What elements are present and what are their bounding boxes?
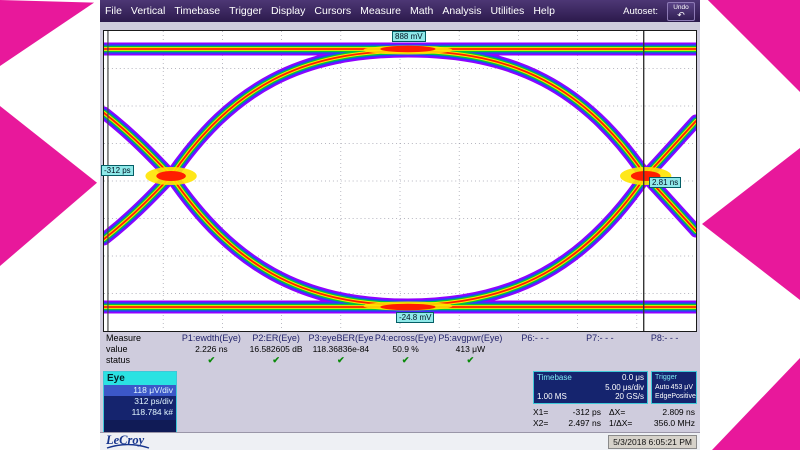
- measure-status-p5: ✔: [466, 355, 475, 365]
- menu-timebase[interactable]: Timebase: [174, 5, 221, 17]
- trigger-title: Trigger: [655, 374, 677, 381]
- trigger-descriptor[interactable]: Trigger Auto 453 μV Edge Positive: [651, 371, 697, 404]
- logo-swoosh-icon: [106, 443, 150, 449]
- menu-utilities[interactable]: Utilities: [490, 5, 525, 17]
- measure-header-p8[interactable]: P8:- - -: [650, 333, 679, 343]
- x1-label: X1=: [533, 407, 549, 417]
- trigger-type: Edge: [655, 393, 672, 400]
- cursor-readout: X1= -312 ps ΔX= 2.809 ns X2= 2.497 ns 1/…: [533, 407, 699, 429]
- menu-file[interactable]: File: [105, 5, 122, 17]
- grid-lines: [104, 31, 696, 331]
- measure-status-p4: ✔: [401, 355, 410, 365]
- x2-label: X2=: [533, 418, 549, 428]
- menu-bar: File Vertical Timebase Trigger Display C…: [100, 0, 700, 22]
- channel-vdiv: 118 μV/div: [104, 385, 176, 396]
- channel-name: Eye: [104, 372, 176, 385]
- timebase-scale: 5.00 μs/div: [605, 382, 644, 392]
- measure-value-p7: [568, 344, 633, 355]
- measure-status-p6: [503, 355, 568, 366]
- measure-status-p7: [568, 355, 633, 366]
- menu-cursors[interactable]: Cursors: [314, 5, 352, 17]
- trigger-level: 453 μV: [670, 383, 693, 391]
- cursor-badge-bottom[interactable]: -24.8 mV: [396, 312, 435, 323]
- measure-value-p8: [632, 344, 697, 355]
- measure-header-p7[interactable]: P7:- - -: [586, 333, 614, 343]
- dx-label: ΔX=: [609, 407, 626, 417]
- measure-header-p3[interactable]: P3:eyeBER(Eye): [308, 333, 374, 343]
- measure-header-p6[interactable]: P6:- - -: [521, 333, 549, 343]
- measure-status-p1: ✔: [207, 355, 216, 365]
- brand-text: LeCroy: [106, 432, 145, 447]
- invdx-label: 1/ΔX=: [609, 418, 633, 428]
- crossing-hotspots: [145, 45, 672, 311]
- menu-display[interactable]: Display: [270, 5, 306, 17]
- x1-value: -312 ps: [572, 407, 601, 417]
- graticule: [103, 30, 697, 332]
- measure-value-p6: [503, 344, 568, 355]
- invdx-value: 356.0 MHz: [653, 418, 695, 428]
- timebase-offset: 0.0 μs: [622, 373, 644, 382]
- measure-value-p3: 118.36836e-84: [312, 344, 370, 354]
- eye-diagram: [104, 31, 696, 331]
- measure-table: Measure P1:ewdth(Eye) P2:ER(Eye) P3:eyeB…: [103, 333, 697, 366]
- menu-math[interactable]: Math: [410, 5, 434, 17]
- measure-header-p4[interactable]: P4:ecross(Eye): [374, 333, 437, 343]
- datetime-display: 5/3/2018 6:05:21 PM: [608, 434, 697, 449]
- oscilloscope-window: File Vertical Timebase Trigger Display C…: [100, 0, 700, 450]
- menu-help[interactable]: Help: [533, 5, 555, 17]
- undo-icon: ↶: [677, 9, 685, 20]
- measure-value-p4: 50.9 %: [392, 344, 419, 354]
- autoset-label: Autoset:: [623, 5, 658, 17]
- menu-measure[interactable]: Measure: [360, 5, 402, 17]
- measure-value-p5: 413 μW: [455, 344, 486, 354]
- channel-tdiv: 312 ps/div: [134, 396, 173, 406]
- measure-value-p2: 16.582605 dB: [249, 344, 303, 354]
- dx-value: 2.809 ns: [662, 407, 695, 417]
- timebase-descriptor[interactable]: Timebase 0.0 μs 5.00 μs/div 1.00 MS 20 G…: [533, 371, 648, 404]
- lecroy-logo: LeCroy: [106, 432, 150, 449]
- background-decoration: [712, 358, 800, 450]
- measure-row-label: Measure: [106, 333, 142, 343]
- background-decoration: [0, 106, 97, 266]
- measure-header-p1[interactable]: P1:ewdth(Eye): [181, 333, 241, 343]
- status-bar: LeCroy 5/3/2018 6:05:21 PM: [100, 432, 700, 450]
- background-decoration: [702, 148, 800, 300]
- value-row-label: value: [106, 344, 128, 354]
- undo-label: Undo: [673, 3, 689, 11]
- measure-status-p2: ✔: [272, 355, 280, 365]
- measure-header-p5[interactable]: P5:avgpwr(Eye): [438, 333, 503, 343]
- x2-value: 2.497 ns: [568, 418, 601, 428]
- background-decoration: [0, 0, 95, 66]
- trigger-slope: Positive: [671, 393, 696, 400]
- channel-sweeps: 118.784 k#: [131, 407, 173, 417]
- background-decoration: [707, 0, 800, 92]
- measure-status-p8: [632, 355, 697, 366]
- timebase-samples: 1.00 MS: [537, 392, 567, 401]
- channel-descriptor-eye[interactable]: Eye 118 μV/div 312 ps/div 118.784 k#: [103, 371, 177, 437]
- cursor-badge-right[interactable]: 2.81 ns: [649, 177, 682, 188]
- undo-button[interactable]: Undo ↶: [667, 1, 695, 21]
- timebase-rate: 20 GS/s: [615, 392, 644, 401]
- menu-trigger[interactable]: Trigger: [229, 5, 262, 17]
- measure-status-p3: ✔: [337, 355, 345, 365]
- cursor-badge-top[interactable]: 888 mV: [392, 31, 426, 42]
- cursor-badge-left[interactable]: -312 ps: [101, 165, 134, 176]
- trigger-mode: Auto: [655, 383, 670, 391]
- measure-value-p1: 2.226 ns: [195, 344, 228, 354]
- menu-analysis[interactable]: Analysis: [442, 5, 482, 17]
- status-row-label: status: [106, 355, 131, 365]
- measure-header-p2[interactable]: P2:ER(Eye): [252, 333, 300, 343]
- menu-vertical[interactable]: Vertical: [130, 5, 166, 17]
- timebase-title: Timebase: [537, 373, 572, 382]
